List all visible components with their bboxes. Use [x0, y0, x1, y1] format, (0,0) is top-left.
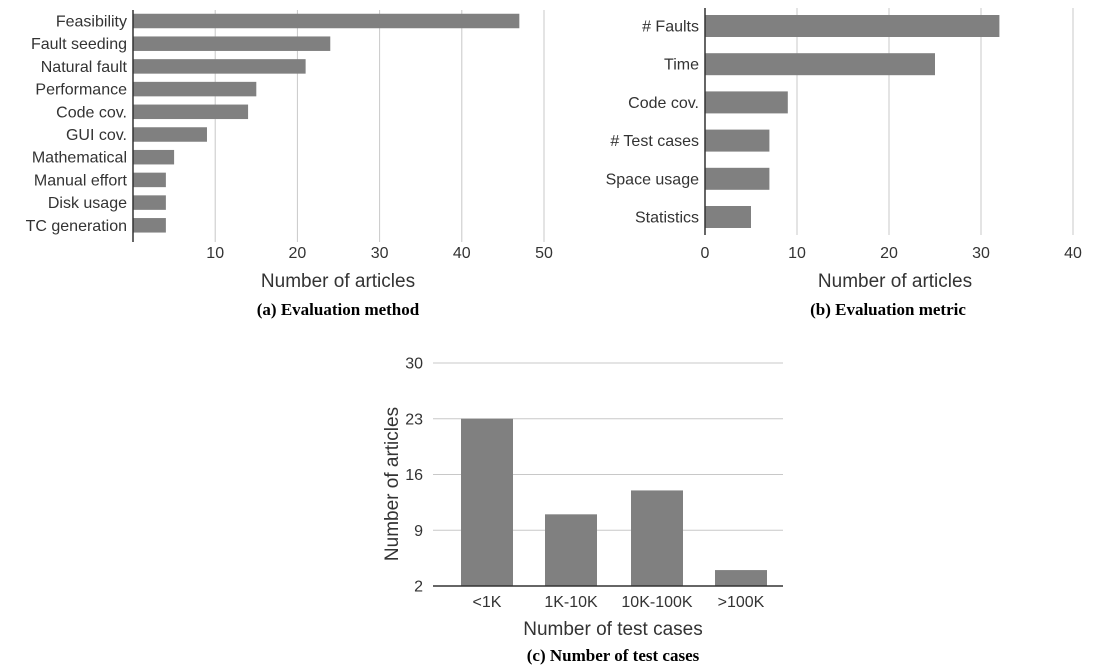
category-label: Time: [664, 57, 699, 74]
bar: [133, 13, 520, 29]
category-label: Code cov.: [628, 95, 699, 112]
category-label: GUI cov.: [66, 127, 127, 144]
y-tick-label: 2: [414, 579, 423, 596]
bar: [461, 418, 513, 586]
category-label: Natural fault: [41, 59, 128, 76]
panel-evaluation-metric: # Faults Time Code cov. # Test cases Space u…: [606, 8, 1082, 319]
x-tick-label: 10: [206, 245, 224, 262]
category-label: Code cov.: [56, 104, 127, 121]
bar: [705, 167, 770, 190]
y-axis-label: Number of articles: [382, 407, 403, 561]
x-tick-label: 0: [701, 245, 710, 262]
bar: [705, 15, 1000, 37]
category-label: Space usage: [606, 171, 700, 188]
panel-caption: (c) Number of test cases: [527, 646, 700, 665]
bar: [133, 195, 166, 210]
y-tick-label: 16: [405, 467, 423, 484]
bar: [631, 490, 683, 586]
bar: [133, 104, 249, 120]
x-axis-label: Number of articles: [818, 271, 972, 292]
bar: [133, 218, 166, 233]
category-label: Manual effort: [34, 172, 128, 189]
category-label: Disk usage: [48, 195, 127, 212]
category-label: >100K: [718, 594, 765, 611]
category-label: TC generation: [26, 218, 127, 235]
bar: [705, 91, 788, 114]
x-tick-label: 10: [788, 245, 806, 262]
category-label: Fault seeding: [31, 36, 127, 53]
bar: [705, 129, 770, 152]
category-label: Performance: [35, 82, 127, 99]
category-label: # Faults: [642, 19, 699, 36]
y-tick-label: 23: [405, 411, 423, 428]
panel-caption: (b) Evaluation metric: [810, 300, 966, 319]
panel-evaluation-method: Feasibility Fault seeding Natural fault Per…: [26, 10, 553, 319]
x-tick-label: 30: [972, 245, 990, 262]
x-tick-label: 40: [453, 245, 471, 262]
x-tick-label: 50: [535, 245, 553, 262]
panel-caption: (a) Evaluation method: [257, 300, 420, 319]
x-axis-label: Number of test cases: [523, 619, 703, 640]
bar: [133, 36, 331, 51]
bar: [133, 127, 207, 142]
category-label: 10K-100K: [621, 594, 692, 611]
category-label: Statistics: [635, 210, 699, 227]
bar: [705, 206, 751, 228]
bar: [545, 514, 597, 586]
category-label: 1K-10K: [544, 594, 598, 611]
category-label: Mathematical: [32, 150, 127, 167]
x-axis-label: Number of articles: [261, 271, 415, 292]
panel-number-of-test-cases: <1K 1K-10K 10K-100K >100K 2 9 16 23 30 Number o…: [382, 356, 783, 665]
category-label: Feasibility: [56, 14, 127, 31]
x-tick-label: 40: [1064, 245, 1082, 262]
bar: [133, 81, 257, 97]
x-tick-label: 30: [371, 245, 389, 262]
bar: [705, 53, 935, 76]
bar: [715, 570, 767, 586]
bar: [133, 59, 306, 74]
bar: [133, 172, 166, 188]
bar: [133, 149, 175, 165]
y-tick-label: 9: [414, 523, 423, 540]
y-tick-label: 30: [405, 356, 423, 373]
category-label: <1K: [473, 594, 502, 611]
x-tick-label: 20: [880, 245, 898, 262]
category-label: # Test cases: [610, 133, 699, 150]
x-tick-label: 20: [289, 245, 307, 262]
